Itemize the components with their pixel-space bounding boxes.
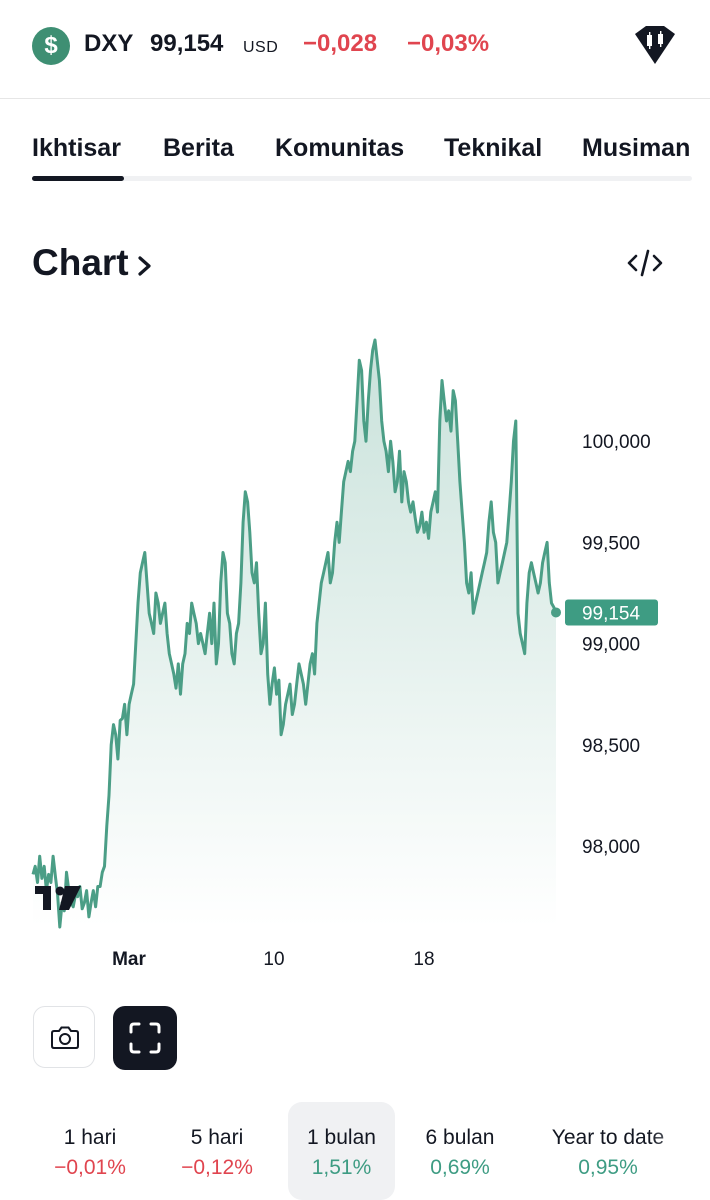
screenshot-button[interactable] [33,1006,95,1068]
period-label: Year to date [551,1126,665,1149]
period-label: 6 bulan [425,1126,495,1149]
last-price-badge: 99,154 [565,599,658,626]
period-change: −0,01% [54,1156,126,1179]
tab-ikhtisar[interactable]: Ikhtisar [32,134,121,162]
price-value: 99,154 [150,30,224,57]
x-axis: Mar 10 18 [112,949,434,970]
tab-track [32,176,692,181]
tab-active-indicator [32,176,124,181]
chart-title[interactable]: Chart [32,242,129,283]
chevron-right-icon[interactable] [136,252,154,280]
period-year-to-date[interactable]: Year to date 0,95% [530,1102,686,1200]
candlestick-shield-icon[interactable] [632,24,678,66]
chart-series-line [31,338,558,929]
camera-icon [51,1026,79,1049]
period-change: −0,12% [181,1156,253,1179]
y-axis: 100,000 99,500 99,000 98,500 98,000 [582,432,651,858]
period-selector: 1 hari −0,01% 5 hari −0,12% 1 bulan 1,51… [0,1102,710,1200]
y-tick-label: 99,500 [582,533,640,554]
symbol-label: DXY [84,30,134,57]
period-5-hari[interactable]: 5 hari −0,12% [157,1102,277,1200]
period-1-hari[interactable]: 1 hari −0,01% [30,1102,150,1200]
header-bar: $ DXY 99,154 USD −0,028 −0,03% [0,0,710,99]
tab-teknikal[interactable]: Teknikal [444,134,543,162]
dollar-coin-icon: $ [32,27,70,65]
period-change: 1,51% [311,1156,372,1179]
chart-area-fill [33,340,556,927]
fullscreen-icon [129,1022,161,1054]
currency-label: USD [243,39,279,56]
tradingview-logo [35,886,81,910]
y-tick-label: 98,500 [582,736,640,757]
period-label: 1 hari [63,1126,117,1149]
period-label: 1 bulan [307,1126,376,1149]
y-tick-label: 99,000 [582,635,640,656]
fullscreen-button[interactable] [113,1006,177,1070]
x-tick-label: 18 [413,949,434,970]
price-change: −0,028 [303,30,378,57]
x-tick-label: 10 [263,949,284,970]
tab-bar: Ikhtisar Berita Komunitas Teknikal Musim… [0,130,710,182]
period-change: 0,95% [578,1156,638,1179]
tab-berita[interactable]: Berita [163,134,234,162]
x-tick-label: Mar [112,949,146,970]
last-price-label: 99,154 [582,603,641,624]
code-icon[interactable] [626,248,664,278]
last-price-dot [551,607,561,618]
tab-musiman[interactable]: Musiman [582,134,691,162]
y-tick-label: 100,000 [582,432,651,453]
period-label: 5 hari [190,1126,244,1149]
tab-komunitas[interactable]: Komunitas [275,134,405,162]
period-change: 0,69% [430,1156,490,1179]
price-change-percent: −0,03% [407,30,490,57]
period-1-bulan[interactable]: 1 bulan 1,51% [288,1102,395,1200]
y-tick-label: 98,000 [582,837,640,858]
period-6-bulan[interactable]: 6 bulan 0,69% [400,1102,520,1200]
